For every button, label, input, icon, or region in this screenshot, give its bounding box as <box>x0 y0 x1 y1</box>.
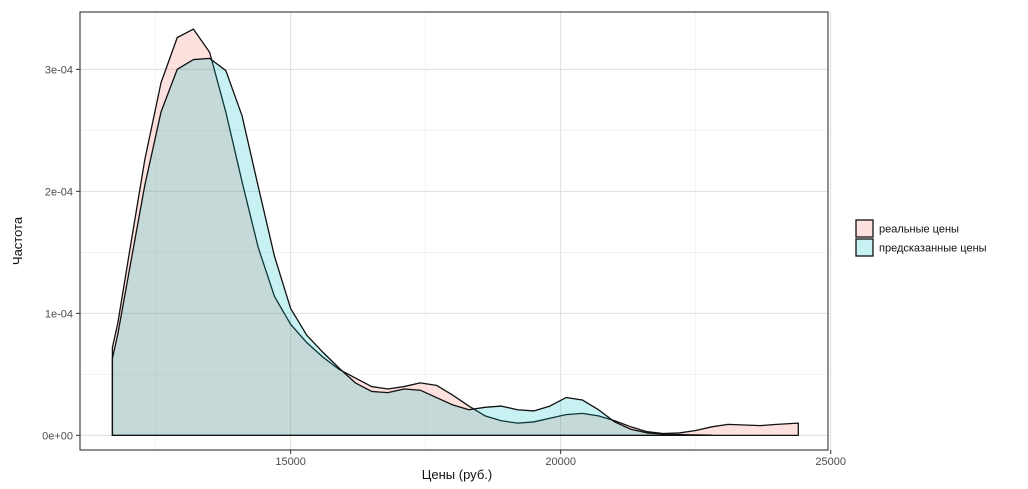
grid-lines <box>80 12 832 450</box>
y-tick-label: 1e-04 <box>45 308 73 320</box>
x-tick-label: 20000 <box>545 456 576 468</box>
x-tick-label: 25000 <box>815 456 846 468</box>
y-tick-label: 2e-04 <box>45 186 73 198</box>
panel-border <box>79 11 829 451</box>
legend-label-series-1: реальные цены <box>879 224 959 236</box>
legend-swatch-series-1 <box>855 219 874 238</box>
legend-key-background <box>856 220 873 237</box>
legend-key-background <box>856 239 873 256</box>
density-areas <box>111 28 799 437</box>
plot-panel <box>80 12 828 450</box>
y-tick-label: 3e-04 <box>45 64 73 76</box>
y-axis-title: Частота <box>10 216 25 265</box>
axes: 15000 20000 25000 0e+00 1e-04 2e-04 3e-04 <box>42 11 846 468</box>
legend-label-series-2: предсказанные цены <box>879 243 987 255</box>
plot-panel-background <box>80 12 828 450</box>
density-area-series-2 <box>111 57 713 437</box>
density-area-series-1 <box>111 28 799 437</box>
x-tick-label: 15000 <box>275 456 306 468</box>
y-tick-label: 0e+00 <box>42 430 73 442</box>
legend: реальные цены предсказанные цены <box>855 219 987 257</box>
legend-swatch-series-2 <box>855 238 874 257</box>
x-axis-title: Цены (руб.) <box>422 467 492 482</box>
